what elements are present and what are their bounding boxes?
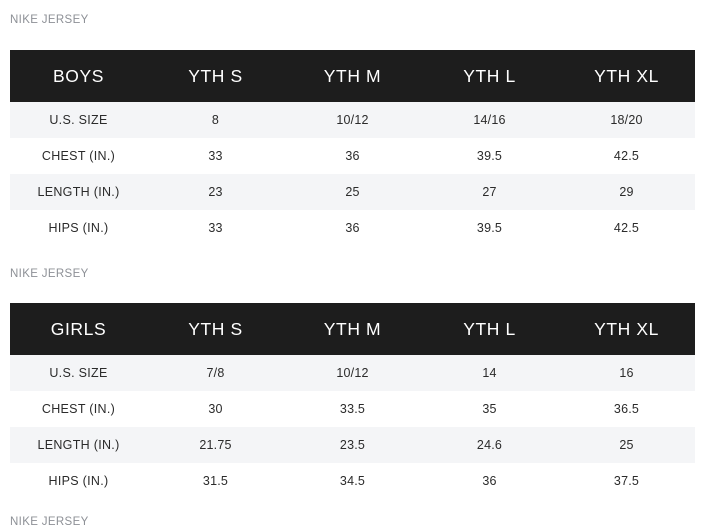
table-row: CHEST (IN.) 30 33.5 35 36.5 xyxy=(10,391,695,427)
cell-value: 36 xyxy=(421,463,558,499)
section-label-girls: NIKE JERSEY xyxy=(10,268,89,280)
column-header-yth-m: YTH M xyxy=(284,50,421,102)
row-header-us-size: U.S. SIZE xyxy=(10,355,147,391)
header-row: GIRLS YTH S YTH M YTH L YTH XL xyxy=(10,303,695,355)
cell-value: 35 xyxy=(421,391,558,427)
cell-value: 39.5 xyxy=(421,138,558,174)
table-row: HIPS (IN.) 31.5 34.5 36 37.5 xyxy=(10,463,695,499)
row-header-hips: HIPS (IN.) xyxy=(10,463,147,499)
cell-value: 27 xyxy=(421,174,558,210)
section-label-boys: NIKE JERSEY xyxy=(10,14,89,26)
row-header-length: LENGTH (IN.) xyxy=(10,427,147,463)
table-row: U.S. SIZE 8 10/12 14/16 18/20 xyxy=(10,102,695,138)
cell-value: 23 xyxy=(147,174,284,210)
cell-value: 42.5 xyxy=(558,138,695,174)
table-row: U.S. SIZE 7/8 10/12 14 16 xyxy=(10,355,695,391)
row-header-length: LENGTH (IN.) xyxy=(10,174,147,210)
column-header-yth-xl: YTH XL xyxy=(558,50,695,102)
cell-value: 34.5 xyxy=(284,463,421,499)
cell-value: 25 xyxy=(284,174,421,210)
column-header-yth-s: YTH S xyxy=(147,50,284,102)
column-header-category: GIRLS xyxy=(10,303,147,355)
row-header-hips: HIPS (IN.) xyxy=(10,210,147,246)
cell-value: 30 xyxy=(147,391,284,427)
table-row: LENGTH (IN.) 21.75 23.5 24.6 25 xyxy=(10,427,695,463)
cell-value: 36 xyxy=(284,210,421,246)
column-header-yth-xl: YTH XL xyxy=(558,303,695,355)
table-header-boys: BOYS YTH S YTH M YTH L YTH XL xyxy=(10,50,695,102)
cell-value: 36 xyxy=(284,138,421,174)
cell-value: 21.75 xyxy=(147,427,284,463)
cell-value: 33 xyxy=(147,210,284,246)
column-header-yth-s: YTH S xyxy=(147,303,284,355)
cell-value: 14/16 xyxy=(421,102,558,138)
cell-value: 10/12 xyxy=(284,355,421,391)
row-header-chest: CHEST (IN.) xyxy=(10,138,147,174)
column-header-yth-l: YTH L xyxy=(421,50,558,102)
cell-value: 36.5 xyxy=(558,391,695,427)
column-header-yth-m: YTH M xyxy=(284,303,421,355)
cell-value: 39.5 xyxy=(421,210,558,246)
row-header-chest: CHEST (IN.) xyxy=(10,391,147,427)
table-header-girls: GIRLS YTH S YTH M YTH L YTH XL xyxy=(10,303,695,355)
cell-value: 29 xyxy=(558,174,695,210)
cell-value: 33.5 xyxy=(284,391,421,427)
cell-value: 33 xyxy=(147,138,284,174)
cell-value: 16 xyxy=(558,355,695,391)
column-header-category: BOYS xyxy=(10,50,147,102)
header-row: BOYS YTH S YTH M YTH L YTH XL xyxy=(10,50,695,102)
cell-value: 24.6 xyxy=(421,427,558,463)
row-header-us-size: U.S. SIZE xyxy=(10,102,147,138)
cell-value: 7/8 xyxy=(147,355,284,391)
table-body-girls: U.S. SIZE 7/8 10/12 14 16 CHEST (IN.) 30… xyxy=(10,355,695,499)
table-row: HIPS (IN.) 33 36 39.5 42.5 xyxy=(10,210,695,246)
cell-value: 18/20 xyxy=(558,102,695,138)
cell-value: 31.5 xyxy=(147,463,284,499)
table-row: CHEST (IN.) 33 36 39.5 42.5 xyxy=(10,138,695,174)
cell-value: 10/12 xyxy=(284,102,421,138)
table-row: LENGTH (IN.) 23 25 27 29 xyxy=(10,174,695,210)
table-body-boys: U.S. SIZE 8 10/12 14/16 18/20 CHEST (IN.… xyxy=(10,102,695,246)
column-header-yth-l: YTH L xyxy=(421,303,558,355)
cell-value: 23.5 xyxy=(284,427,421,463)
cell-value: 8 xyxy=(147,102,284,138)
cell-value: 42.5 xyxy=(558,210,695,246)
cell-value: 37.5 xyxy=(558,463,695,499)
cell-value: 25 xyxy=(558,427,695,463)
size-table-girls: GIRLS YTH S YTH M YTH L YTH XL U.S. SIZE… xyxy=(10,303,695,499)
size-table-boys: BOYS YTH S YTH M YTH L YTH XL U.S. SIZE … xyxy=(10,50,695,246)
section-label-third: NIKE JERSEY xyxy=(10,516,89,528)
cell-value: 14 xyxy=(421,355,558,391)
